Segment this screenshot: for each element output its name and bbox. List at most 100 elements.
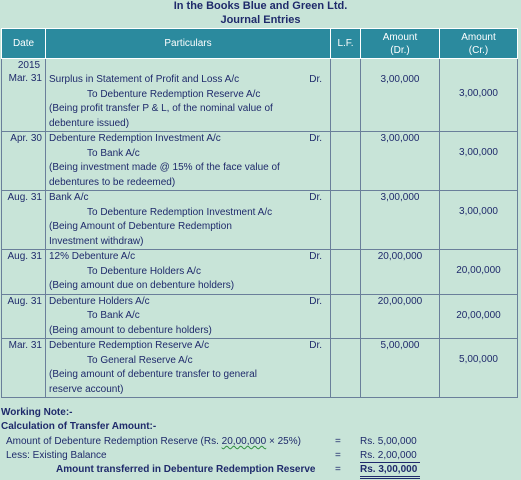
- debit-amount-cell: 3,00,000: [360, 58, 440, 132]
- dr-label: Dr.: [309, 340, 322, 351]
- entry-date: Aug. 31: [7, 192, 42, 203]
- debit-amount: 20,00,000: [377, 295, 423, 307]
- col-header-debit: Amount (Dr.): [360, 28, 440, 59]
- lf-cell: [330, 338, 361, 398]
- narration: (Being amount of debenture transfer to g…: [49, 369, 257, 380]
- credit-amount-cell: 5,00,000: [439, 338, 518, 398]
- date-cell: 2015 Mar. 31: [1, 58, 46, 132]
- working-note-line3-equals: =: [335, 464, 341, 475]
- narration: debentures to be redeemed): [49, 176, 176, 188]
- particulars-cell: 12% Debenture A/c Dr. To Debenture Holde…: [45, 249, 331, 294]
- narration: (Being amount due on debenture holders): [49, 280, 235, 291]
- working-note-line2-equals: =: [335, 450, 341, 461]
- debit-amount: 5,00,000: [380, 340, 420, 351]
- debit-header-line2: (Dr.): [390, 44, 410, 56]
- date-cell: Aug. 31: [1, 293, 46, 339]
- entry-date: Aug. 31: [7, 295, 42, 307]
- table-row: Apr. 30 Debenture Redemption Investment …: [1, 131, 518, 191]
- credit-account: To Bank A/c: [87, 147, 140, 159]
- credit-amount: 3,00,000: [459, 206, 498, 217]
- entry-date: Mar. 31: [8, 73, 42, 84]
- line1-label-part: Amount of Debenture Redemption Reserve (…: [6, 436, 222, 447]
- debit-header-line1: Amount: [382, 31, 418, 43]
- credit-amount-cell: 3,00,000: [439, 190, 518, 250]
- table-row: Aug. 31 Bank A/c Dr. To Debenture Redemp…: [1, 190, 518, 250]
- table-row: Aug. 31 Debenture Holders A/c Dr. To Ban…: [1, 293, 518, 339]
- credit-account: To Debenture Redemption Investment A/c: [87, 206, 273, 218]
- debit-amount: 20,00,000: [377, 251, 423, 262]
- working-note-line3-value: Rs. 3,00,000: [360, 463, 420, 479]
- credit-account: To Debenture Holders A/c: [87, 265, 201, 277]
- date-cell: Aug. 31: [1, 249, 46, 294]
- particulars-cell: Bank A/c Dr. To Debenture Redemption Inv…: [45, 190, 331, 250]
- credit-amount: 20,00,000: [456, 309, 501, 321]
- line1-label-part: × 25%): [266, 436, 301, 447]
- col-header-lf: L.F.: [330, 28, 361, 59]
- debit-amount-cell: 3,00,000: [360, 131, 440, 191]
- working-note-line3-label: Amount transferred in Debenture Redempti…: [56, 464, 316, 475]
- debit-amount: 3,00,000: [380, 74, 420, 85]
- narration: reserve account): [49, 383, 124, 395]
- working-note-line1-value: Rs. 5,00,000: [360, 436, 417, 447]
- narration: (Being Amount of Debenture Redemption: [49, 221, 232, 232]
- debit-account: 12% Debenture A/c: [49, 251, 136, 262]
- lf-cell: [330, 190, 361, 250]
- credit-header-line1: Amount: [461, 31, 496, 43]
- dr-label: Dr.: [309, 74, 322, 85]
- narration: debenture issued): [49, 117, 130, 129]
- table-row: Aug. 31 12% Debenture A/c Dr. To Debentu…: [1, 249, 518, 294]
- debit-account: Surplus in Statement of Profit and Loss …: [49, 74, 240, 85]
- credit-account: To Bank A/c: [87, 310, 140, 321]
- lf-cell: [330, 293, 361, 339]
- working-note-line2-value: Rs. 2,00,000: [360, 449, 420, 463]
- credit-amount: 3,00,000: [459, 88, 498, 99]
- debit-amount-cell: 20,00,000: [360, 293, 440, 339]
- dr-label: Dr.: [309, 295, 322, 307]
- credit-amount-cell: 20,00,000: [439, 293, 518, 339]
- line1-label-amount: 20,00,000: [221, 436, 267, 447]
- debit-amount-cell: 5,00,000: [360, 338, 440, 398]
- entry-date: Aug. 31: [7, 251, 42, 262]
- credit-header-line2: (Cr.): [468, 44, 489, 56]
- lf-cell: [330, 131, 361, 191]
- entry-date: Apr. 30: [10, 133, 42, 144]
- entry-date: Mar. 31: [8, 340, 42, 351]
- particulars-cell: Debenture Redemption Investment A/c Dr. …: [45, 131, 331, 191]
- dr-label: Dr.: [309, 133, 322, 144]
- date-cell: Apr. 30: [1, 131, 46, 191]
- credit-amount-cell: 3,00,000: [439, 131, 518, 191]
- particulars-cell: Surplus in Statement of Profit and Loss …: [45, 58, 331, 132]
- debit-amount-cell: 3,00,000: [360, 190, 440, 250]
- table-header-row: Date Particulars L.F. Amount (Dr.) Amount…: [1, 28, 518, 59]
- working-note-title: Working Note:-: [1, 407, 73, 418]
- working-note-line1-label: Amount of Debenture Redemption Reserve (…: [6, 435, 301, 448]
- debit-account: Debenture Redemption Investment A/c: [49, 133, 221, 144]
- company-name: In the Books Blue and Green Ltd.: [173, 0, 348, 12]
- dr-label: Dr.: [309, 192, 322, 203]
- working-note-line1-equals: =: [335, 436, 341, 447]
- date-cell: Mar. 31: [1, 338, 46, 398]
- journal-table: Date Particulars L.F. Amount (Dr.) Amount…: [1, 28, 518, 398]
- dr-label: Dr.: [309, 251, 322, 262]
- narration: (Being profit transfer P & L, of the nom…: [49, 103, 273, 114]
- col-header-credit: Amount (Cr.): [439, 28, 518, 59]
- working-note-line2-label: Less: Existing Balance: [6, 450, 107, 461]
- debit-account: Bank A/c: [49, 192, 89, 203]
- debit-account: Debenture Redemption Reserve A/c: [49, 340, 210, 351]
- particulars-cell: Debenture Holders A/c Dr. To Bank A/c (B…: [45, 293, 331, 339]
- credit-account: To Debenture Redemption Reserve A/c: [87, 88, 261, 100]
- debit-account: Debenture Holders A/c: [49, 295, 150, 307]
- credit-amount: 20,00,000: [456, 265, 501, 276]
- credit-amount: 3,00,000: [459, 147, 498, 158]
- working-note-subtitle: Calculation of Transfer Amount:-: [1, 421, 157, 432]
- debit-amount: 3,00,000: [380, 192, 420, 203]
- date-cell: Aug. 31: [1, 190, 46, 250]
- particulars-cell: Debenture Redemption Reserve A/c Dr. To …: [45, 338, 331, 398]
- table-row: 2015 Mar. 31 Surplus in Statement of Pro…: [1, 58, 518, 132]
- narration: (Being amount to debenture holders): [49, 324, 212, 336]
- credit-account: To General Reserve A/c: [87, 354, 193, 366]
- narration: (Being investment made @ 15% of the face…: [49, 162, 280, 173]
- page-title: Journal Entries: [220, 14, 301, 26]
- table-row: Mar. 31 Debenture Redemption Reserve A/c…: [1, 338, 518, 398]
- debit-amount-cell: 20,00,000: [360, 249, 440, 294]
